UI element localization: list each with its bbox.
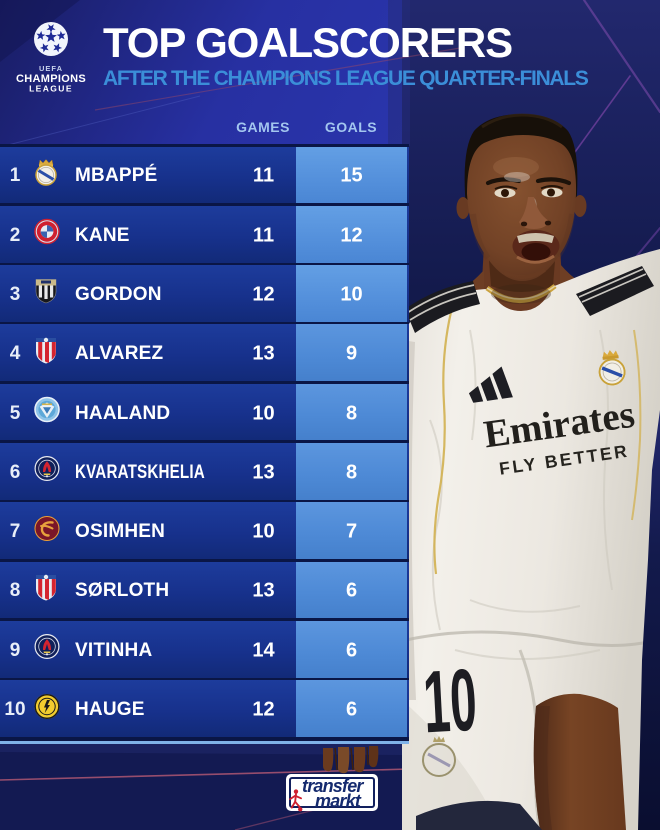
- svg-text:CHAMPIONS: CHAMPIONS: [16, 73, 86, 85]
- svg-text:UEFA: UEFA: [39, 64, 63, 73]
- svg-text:LEAGUE: LEAGUE: [29, 84, 73, 94]
- svg-text:10: 10: [421, 650, 479, 752]
